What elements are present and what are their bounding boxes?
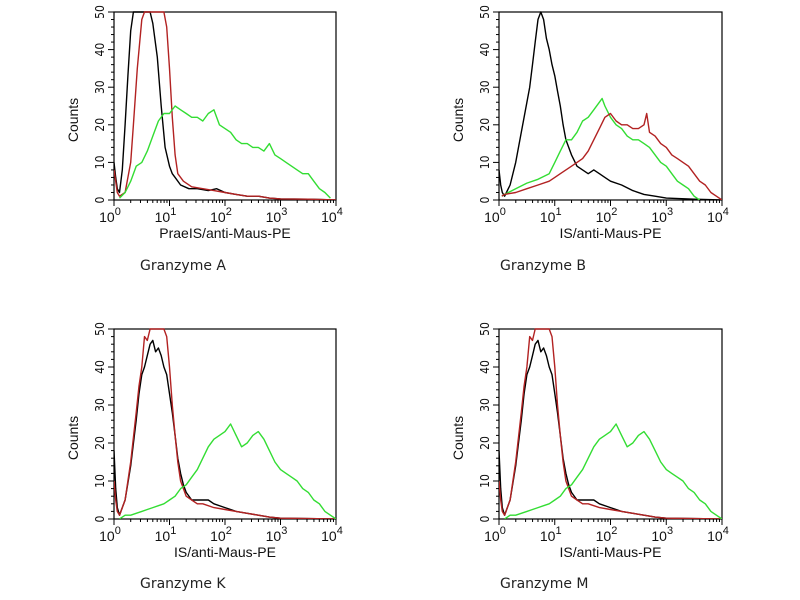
y-tick-label: 0	[93, 515, 107, 522]
y-tick-label: 20	[478, 436, 492, 450]
panel-caption: Granzyme K	[140, 576, 226, 592]
y-tick-label: 30	[478, 398, 492, 412]
y-tick-label: 10	[478, 155, 492, 169]
x-tick-label: 101	[155, 525, 177, 544]
y-axis-label: Counts	[65, 98, 81, 142]
x-axis-label: IS/anti-Maus-PE	[560, 544, 662, 560]
y-tick-label: 40	[93, 43, 107, 57]
y-tick-label: 50	[93, 5, 107, 19]
series-line-black	[499, 339, 722, 519]
y-tick-label: 10	[93, 155, 107, 169]
y-tick-label: 40	[93, 360, 107, 374]
x-tick-label: 101	[155, 206, 177, 225]
histogram-panel-1: 0 10 20 30 40 50 Counts 100 101 102 103 104 PraeIS/a…	[65, 5, 343, 274]
x-tick-label: 101	[540, 525, 562, 544]
y-tick-label: 30	[93, 398, 107, 412]
x-tick-label: 103	[651, 525, 673, 544]
x-tick-label: 100	[99, 206, 121, 225]
series-line-red	[499, 328, 722, 519]
x-tick-label: 100	[484, 525, 506, 544]
panel-caption: Granzyme B	[500, 258, 586, 274]
x-tick-label: 100	[99, 525, 121, 544]
series-line-green	[501, 97, 701, 200]
x-axis-label: IS/anti-Maus-PE	[560, 225, 662, 241]
y-tick-label: 10	[93, 474, 107, 488]
x-axis-label: IS/anti-Maus-PE	[174, 544, 276, 560]
plot-frame	[113, 328, 337, 520]
x-tick-label: 102	[596, 206, 618, 225]
y-axis-label: Counts	[450, 98, 466, 142]
y-tick-label: 0	[478, 196, 492, 203]
y-axis-label: Counts	[450, 416, 466, 460]
y-tick-label: 20	[93, 118, 107, 132]
histogram-panel-4: 0 10 20 30 40 50 Counts 100 101 102 103 104 IS/anti-…	[450, 322, 729, 592]
y-tick-label: 0	[93, 196, 107, 203]
y-tick-label: 50	[478, 322, 492, 336]
x-tick-label: 104	[707, 525, 729, 544]
x-tick-label: 103	[651, 206, 673, 225]
histogram-panel-3: 0 10 20 30 40 50 Counts 100 101 102 103 104 IS/anti-…	[65, 322, 343, 592]
x-tick-label: 102	[210, 206, 232, 225]
y-tick-label: 0	[478, 515, 492, 522]
y-tick-label: 50	[93, 322, 107, 336]
y-tick-label: 10	[478, 474, 492, 488]
y-tick-label: 30	[93, 80, 107, 94]
y-tick-label: 20	[93, 436, 107, 450]
panel-caption: Granzyme M	[500, 576, 588, 592]
x-tick-label: 104	[321, 206, 343, 225]
series-line-black	[114, 339, 336, 519]
x-tick-label: 102	[596, 525, 618, 544]
plot-frame	[498, 11, 723, 201]
x-tick-label: 100	[484, 206, 506, 225]
plot-frame	[113, 11, 337, 201]
panel-caption: Granzyme A	[140, 258, 226, 274]
y-tick-label: 50	[478, 5, 492, 19]
series-line-red	[501, 112, 722, 200]
x-tick-label: 103	[266, 206, 288, 225]
series-line-green	[504, 423, 722, 519]
histogram-panel-2: 0 10 20 30 40 50 Counts 100 101 102 103 104 IS/anti-…	[450, 5, 729, 274]
x-tick-label: 104	[707, 206, 729, 225]
y-tick-label: 40	[478, 360, 492, 374]
y-tick-label: 40	[478, 43, 492, 57]
plot-frame	[498, 328, 723, 520]
series-line-green	[119, 423, 336, 519]
x-tick-label: 101	[540, 206, 562, 225]
y-tick-label: 20	[478, 118, 492, 132]
y-tick-label: 30	[478, 80, 492, 94]
series-line-black	[499, 11, 722, 200]
series-line-green	[119, 105, 331, 199]
x-tick-label: 102	[210, 525, 232, 544]
y-axis-label: Counts	[65, 416, 81, 460]
series-line-red	[114, 11, 336, 200]
x-tick-label: 103	[266, 525, 288, 544]
x-tick-label: 104	[321, 525, 343, 544]
x-axis-label: PraeIS/anti-Maus-PE	[159, 225, 291, 241]
series-line-red	[114, 328, 336, 519]
